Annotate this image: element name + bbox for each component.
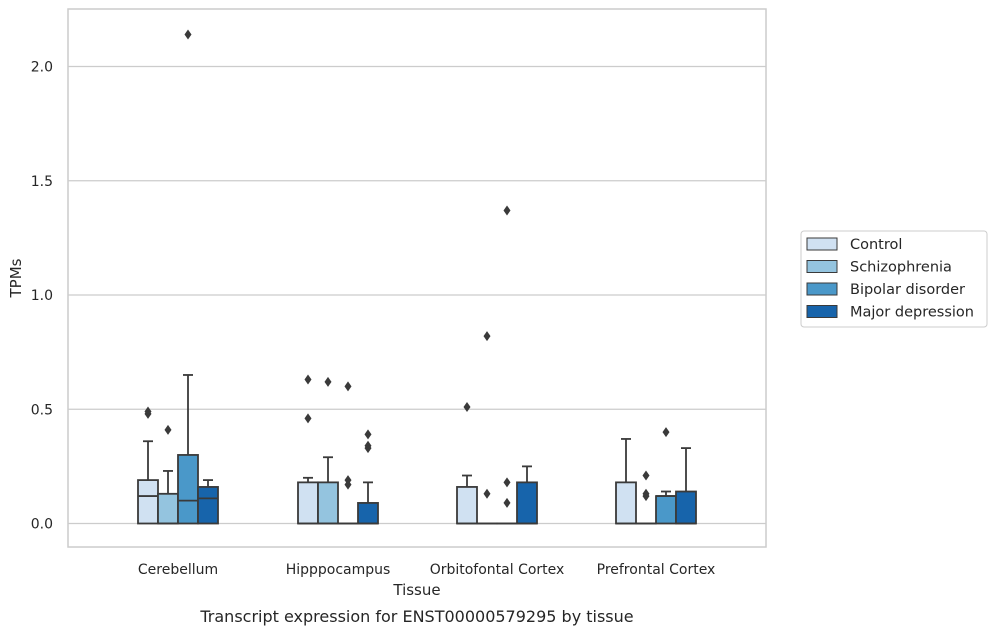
- outlier-point: [304, 374, 312, 385]
- x-tick-labels: Cerebellum Hipppocampus Orbitofontal Corte…: [138, 562, 715, 578]
- x-axis-label: Tissue: [392, 581, 440, 599]
- y-tick-label: 1.0: [31, 288, 53, 304]
- box-schizophrenia: [476, 331, 498, 525]
- outlier-point: [642, 470, 650, 481]
- box-body: [675, 490, 697, 525]
- legend-swatch: [806, 260, 838, 273]
- box-body: [157, 492, 179, 525]
- box-body: [516, 481, 538, 525]
- box-body: [615, 481, 637, 525]
- x-tick-label: Prefrontal Cortex: [597, 562, 716, 578]
- legend-swatch: [806, 282, 838, 296]
- box-bipolar-disorder: [337, 381, 359, 525]
- legend-swatch: [806, 305, 838, 318]
- legend: Control Schizophrenia Bipolar disorder Majo…: [800, 230, 988, 328]
- legend-label: Control: [850, 237, 902, 253]
- box-series: [137, 29, 697, 525]
- plot-frame: [67, 8, 767, 548]
- y-tick-label: 0.0: [31, 517, 53, 533]
- box-body: [297, 481, 319, 525]
- x-tick-label: Orbitofontal Cortex: [430, 562, 565, 578]
- outlier-point: [503, 497, 511, 508]
- box-major-depression: [357, 429, 379, 525]
- y-axis-label: TPMs: [7, 258, 25, 298]
- x-tick-label: Cerebellum: [138, 562, 218, 578]
- y-tick-labels: 0.0 0.5 1.0 1.5 2.0: [31, 60, 53, 533]
- box-bipolar-disorder: [496, 205, 518, 525]
- box-body: [177, 454, 199, 525]
- outlier-point: [164, 424, 172, 435]
- outlier-point: [503, 205, 511, 216]
- outlier-point: [144, 406, 152, 417]
- x-tick-label: Hipppocampus: [286, 562, 391, 578]
- outlier-point: [463, 401, 471, 412]
- box-major-depression: [197, 479, 219, 525]
- box-control: [615, 438, 637, 525]
- box-body: [655, 495, 677, 525]
- outlier-point: [324, 376, 332, 387]
- outlier-point: [483, 488, 491, 499]
- outlier-point: [364, 440, 372, 451]
- y-tick-label: 0.5: [31, 402, 53, 418]
- grid-lines: [68, 65, 766, 525]
- legend-label: Bipolar disorder: [850, 282, 965, 298]
- chart-caption: Transcript expression for ENST0000057929…: [199, 607, 633, 626]
- box-body: [197, 486, 219, 525]
- box-body: [317, 481, 339, 525]
- box-bipolar-disorder: [655, 427, 677, 525]
- y-tick-label: 1.5: [31, 174, 53, 190]
- legend-swatch: [806, 237, 838, 251]
- box-body: [456, 486, 478, 525]
- box-control: [297, 374, 319, 525]
- box-schizophrenia: [317, 376, 339, 525]
- box-schizophrenia: [157, 424, 179, 525]
- legend-label: Major depression: [850, 305, 974, 321]
- outlier-point: [662, 427, 670, 438]
- legend-frame: [800, 230, 988, 328]
- box-major-depression: [675, 447, 697, 525]
- outlier-point: [304, 413, 312, 424]
- box-schizophrenia: [635, 470, 657, 525]
- box-control: [137, 406, 159, 525]
- outlier-point: [344, 475, 352, 486]
- outlier-point: [503, 477, 511, 488]
- box-body: [357, 502, 379, 525]
- outlier-point: [483, 331, 491, 342]
- outlier-point: [344, 381, 352, 392]
- legend-label: Schizophrenia: [850, 260, 952, 276]
- box-body: [137, 479, 159, 525]
- y-tick-label: 2.0: [31, 60, 53, 76]
- outlier-point: [184, 29, 192, 40]
- outlier-point: [642, 488, 650, 499]
- box-control: [456, 401, 478, 525]
- outlier-point: [364, 429, 372, 440]
- box-bipolar-disorder: [177, 29, 199, 525]
- box-major-depression: [516, 465, 538, 525]
